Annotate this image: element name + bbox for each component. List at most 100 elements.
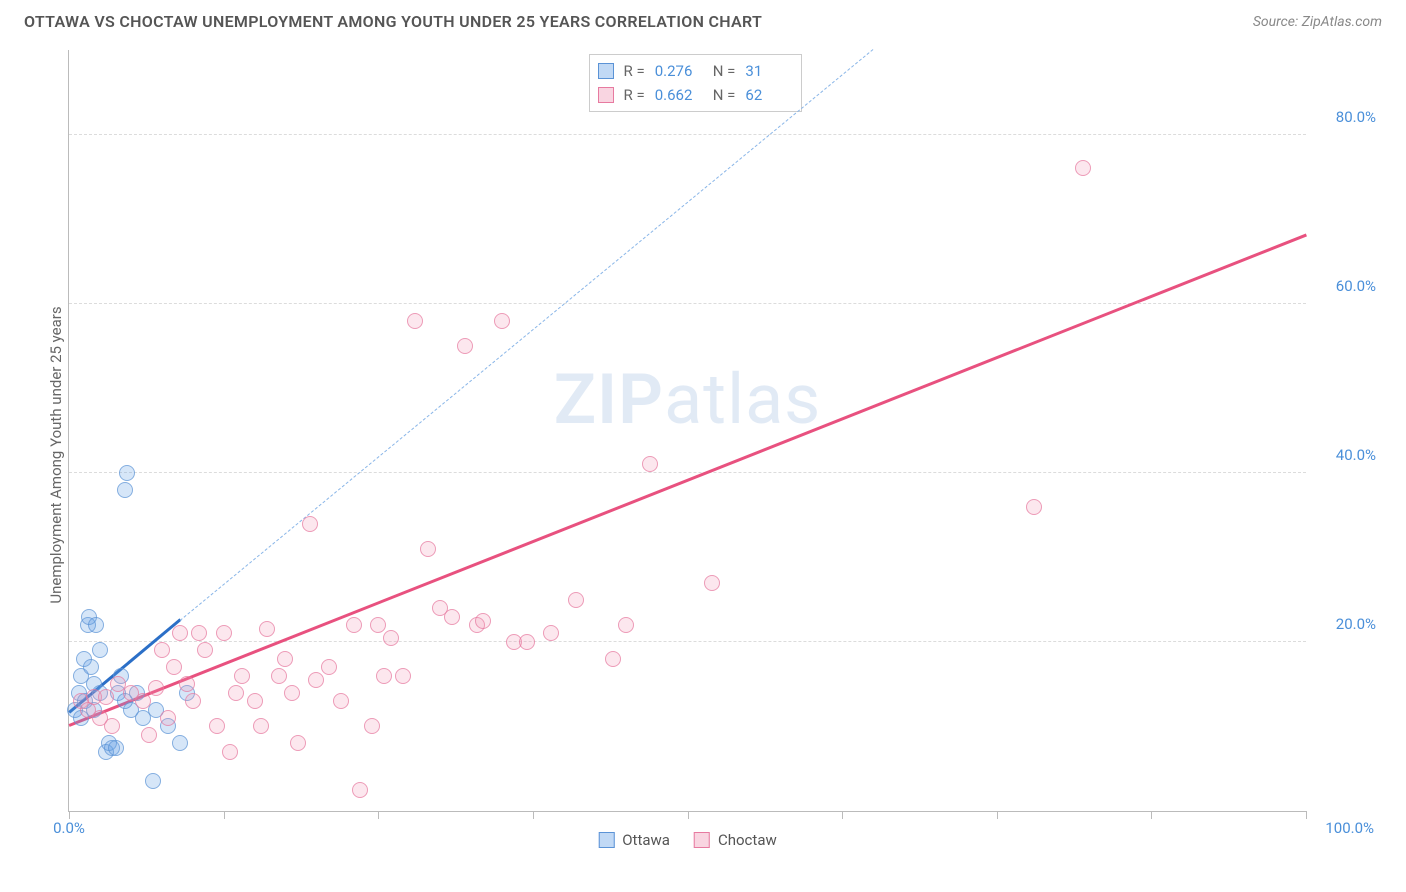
data-point xyxy=(308,672,324,688)
data-point xyxy=(444,609,460,625)
y-tick-label: 40.0% xyxy=(1316,446,1376,464)
y-tick-label: 20.0% xyxy=(1316,615,1376,633)
data-point xyxy=(321,659,337,675)
data-point xyxy=(160,710,176,726)
data-point xyxy=(259,621,275,637)
x-tick xyxy=(997,811,998,819)
data-point xyxy=(383,630,399,646)
data-point xyxy=(407,313,423,329)
data-point xyxy=(519,634,535,650)
r-value-ottawa: 0.276 xyxy=(655,59,703,83)
swatch-pink-icon xyxy=(694,832,710,848)
x-tick xyxy=(533,811,534,819)
source-attribution: Source: ZipAtlas.com xyxy=(1253,14,1382,30)
data-point xyxy=(197,642,213,658)
data-point xyxy=(364,718,380,734)
data-point xyxy=(642,456,658,472)
data-point xyxy=(191,625,207,641)
data-point xyxy=(92,642,108,658)
n-label: N = xyxy=(713,59,736,83)
data-point xyxy=(148,680,164,696)
data-point xyxy=(494,313,510,329)
gridline xyxy=(69,134,1306,135)
x-origin-label: 0.0% xyxy=(53,819,85,837)
data-point xyxy=(1026,499,1042,515)
chart-title: OTTAWA VS CHOCTAW UNEMPLOYMENT AMONG YOU… xyxy=(24,12,762,31)
r-label: R = xyxy=(624,59,645,83)
data-point xyxy=(98,689,114,705)
legend-item-choctaw: Choctaw xyxy=(694,831,777,849)
data-point xyxy=(457,338,473,354)
data-point xyxy=(234,668,250,684)
legend-label: Ottawa xyxy=(622,831,670,849)
stats-row-choctaw: R = 0.662 N = 62 xyxy=(598,83,794,107)
data-point xyxy=(618,617,634,633)
data-point xyxy=(209,718,225,734)
data-point xyxy=(253,718,269,734)
y-tick-label: 60.0% xyxy=(1316,277,1376,295)
x-tick xyxy=(224,811,225,819)
r-value-choctaw: 0.662 xyxy=(655,83,703,107)
data-point xyxy=(605,651,621,667)
data-point xyxy=(179,676,195,692)
chart-area: Unemployment Among Youth under 25 years … xyxy=(50,50,1386,842)
y-axis-label: Unemployment Among Youth under 25 years xyxy=(47,306,65,603)
data-point xyxy=(704,575,720,591)
data-point xyxy=(475,613,491,629)
data-point xyxy=(420,541,436,557)
watermark: ZIPatlas xyxy=(554,359,822,441)
data-point xyxy=(1075,160,1091,176)
data-point xyxy=(166,659,182,675)
data-point xyxy=(247,693,263,709)
data-point xyxy=(271,668,287,684)
gridline xyxy=(69,303,1306,304)
swatch-pink-icon xyxy=(598,87,614,103)
data-point xyxy=(333,693,349,709)
n-value-choctaw: 62 xyxy=(745,83,793,107)
x-tick xyxy=(1151,811,1152,819)
data-point xyxy=(352,782,368,798)
r-label: R = xyxy=(624,83,645,107)
data-point xyxy=(290,735,306,751)
data-point xyxy=(172,735,188,751)
data-point xyxy=(185,693,201,709)
data-point xyxy=(145,773,161,789)
data-point xyxy=(141,727,157,743)
data-point xyxy=(302,516,318,532)
data-point xyxy=(83,659,99,675)
stats-row-ottawa: R = 0.276 N = 31 xyxy=(598,59,794,83)
x-tick xyxy=(378,811,379,819)
n-value-ottawa: 31 xyxy=(745,59,793,83)
y-tick-label: 80.0% xyxy=(1316,108,1376,126)
legend-label: Choctaw xyxy=(718,831,777,849)
data-point xyxy=(104,718,120,734)
data-point xyxy=(543,625,559,641)
data-point xyxy=(216,625,232,641)
x-tick xyxy=(69,811,70,819)
data-point xyxy=(277,651,293,667)
data-point xyxy=(346,617,362,633)
data-point xyxy=(88,617,104,633)
data-point xyxy=(119,465,135,481)
data-point xyxy=(108,740,124,756)
gridline xyxy=(69,472,1306,473)
data-point xyxy=(284,685,300,701)
plot-region: ZIPatlas R = 0.276 N = 31 R = 0.662 N = … xyxy=(68,50,1306,812)
data-point xyxy=(228,685,244,701)
x-tick xyxy=(842,811,843,819)
data-point xyxy=(376,668,392,684)
x-max-label: 100.0% xyxy=(1325,819,1374,837)
legend-item-ottawa: Ottawa xyxy=(598,831,670,849)
data-point xyxy=(135,693,151,709)
gridline xyxy=(69,641,1306,642)
regression-line xyxy=(69,234,1307,727)
stats-legend-box: R = 0.276 N = 31 R = 0.662 N = 62 xyxy=(589,54,803,112)
data-point xyxy=(172,625,188,641)
swatch-blue-icon xyxy=(598,63,614,79)
data-point xyxy=(154,642,170,658)
data-point xyxy=(117,482,133,498)
x-tick xyxy=(688,811,689,819)
bottom-legend: Ottawa Choctaw xyxy=(598,831,777,849)
data-point xyxy=(395,668,411,684)
n-label: N = xyxy=(713,83,736,107)
